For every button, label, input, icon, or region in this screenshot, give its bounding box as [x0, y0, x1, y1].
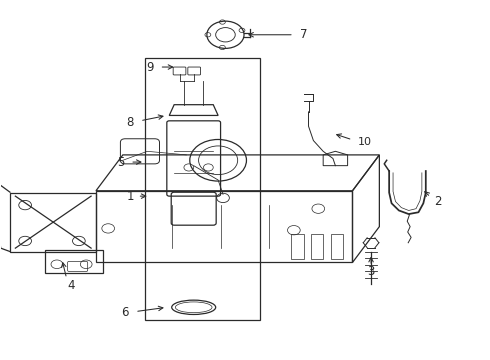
- Text: 9: 9: [146, 60, 153, 73]
- Text: 6: 6: [122, 306, 129, 319]
- Text: 7: 7: [300, 28, 307, 41]
- Text: 4: 4: [68, 279, 75, 292]
- Text: 10: 10: [358, 138, 372, 147]
- Bar: [331, 234, 343, 259]
- Text: 5: 5: [117, 156, 124, 168]
- Text: 1: 1: [126, 190, 134, 203]
- Bar: [292, 234, 304, 259]
- Text: 2: 2: [434, 195, 442, 208]
- Bar: [145, 58, 260, 320]
- Bar: [45, 250, 103, 273]
- Bar: [10, 193, 96, 252]
- Text: 8: 8: [126, 116, 134, 129]
- Bar: [311, 234, 323, 259]
- Text: 3: 3: [368, 265, 375, 278]
